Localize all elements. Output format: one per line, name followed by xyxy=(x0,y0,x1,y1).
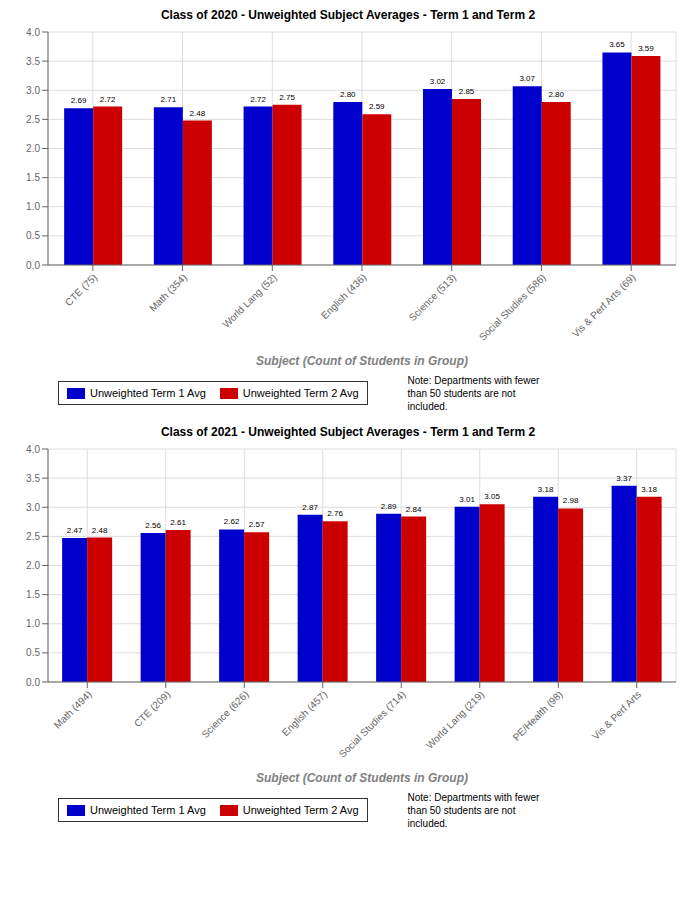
svg-text:Vis & Perf Arts: Vis & Perf Arts xyxy=(590,689,643,742)
svg-text:2.75: 2.75 xyxy=(279,93,295,102)
svg-text:1.5: 1.5 xyxy=(26,589,40,600)
svg-text:Science (626): Science (626) xyxy=(199,689,250,740)
html-text:Note: Departments with fewer: Note: Departments with fewer xyxy=(407,791,540,803)
svg-text:2.5: 2.5 xyxy=(26,531,40,542)
svg-text:2.0: 2.0 xyxy=(26,143,40,154)
svg-text:2.56: 2.56 xyxy=(145,521,161,530)
svg-text:3.18: 3.18 xyxy=(538,485,554,494)
svg-text:World Lang (52): World Lang (52) xyxy=(220,272,278,330)
svg-text:Subject (Count of Students in: Subject (Count of Students in Group) xyxy=(256,354,468,368)
svg-text:3.37: 3.37 xyxy=(616,474,632,483)
svg-text:2.69: 2.69 xyxy=(71,96,87,105)
svg-text:2.48: 2.48 xyxy=(190,109,206,118)
html-text:Note: Departments with fewer: Note: Departments with fewer xyxy=(407,374,540,386)
svg-text:2.59: 2.59 xyxy=(369,102,385,111)
svg-text:Subject (Count of Students in: Subject (Count of Students in Group) xyxy=(256,771,468,785)
html-text:Unweighted Term 2 Avg: Unweighted Term 2 Avg xyxy=(242,804,359,816)
svg-text:3.5: 3.5 xyxy=(26,473,40,484)
svg-text:2.5: 2.5 xyxy=(26,114,40,125)
svg-text:0.0: 0.0 xyxy=(26,677,40,688)
svg-text:2.57: 2.57 xyxy=(249,520,265,529)
svg-text:3.05: 3.05 xyxy=(484,492,500,501)
svg-text:3.07: 3.07 xyxy=(519,74,535,83)
svg-text:2.80: 2.80 xyxy=(548,90,564,99)
svg-text:2.89: 2.89 xyxy=(381,502,397,511)
svg-text:2.72: 2.72 xyxy=(100,95,116,104)
html-text:included.: included. xyxy=(407,400,448,412)
svg-text:World Lang (219): World Lang (219) xyxy=(424,689,486,751)
svg-text:0.5: 0.5 xyxy=(26,230,40,241)
html-text:Class of 2021 - Unweighted Sub: Class of 2021 - Unweighted Subject Avera… xyxy=(160,425,536,439)
html-text:Unweighted Term 1 Avg: Unweighted Term 1 Avg xyxy=(90,804,206,816)
svg-text:Social Studies (714): Social Studies (714) xyxy=(337,689,408,760)
svg-text:1.5: 1.5 xyxy=(26,172,40,183)
svg-text:3.02: 3.02 xyxy=(430,77,446,86)
html-text:Unweighted Term 2 Avg: Unweighted Term 2 Avg xyxy=(242,387,359,399)
svg-text:2.76: 2.76 xyxy=(327,509,343,518)
html-text:than 50 students are not: than 50 students are not xyxy=(407,387,516,399)
svg-text:2.98: 2.98 xyxy=(563,496,579,505)
svg-text:3.18: 3.18 xyxy=(641,485,657,494)
svg-text:English (436): English (436) xyxy=(319,272,368,321)
svg-text:1.0: 1.0 xyxy=(26,618,40,629)
svg-text:4.0: 4.0 xyxy=(26,444,40,455)
svg-text:2.87: 2.87 xyxy=(302,503,318,512)
svg-text:3.5: 3.5 xyxy=(26,56,40,67)
svg-text:Science (513): Science (513) xyxy=(407,272,458,323)
svg-text:Math (354): Math (354) xyxy=(147,272,189,314)
svg-text:0.0: 0.0 xyxy=(26,260,40,271)
svg-text:CTE (75): CTE (75) xyxy=(63,272,99,308)
svg-text:3.01: 3.01 xyxy=(459,495,475,504)
svg-text:2.48: 2.48 xyxy=(92,526,108,535)
html-text:than 50 students are not: than 50 students are not xyxy=(407,804,516,816)
svg-text:PE/Health (98): PE/Health (98) xyxy=(511,689,565,743)
svg-text:3.0: 3.0 xyxy=(26,85,40,96)
svg-text:2.84: 2.84 xyxy=(406,505,422,514)
svg-text:1.0: 1.0 xyxy=(26,201,40,212)
html-text:included.: included. xyxy=(407,817,448,829)
svg-text:3.0: 3.0 xyxy=(26,502,40,513)
svg-text:3.65: 3.65 xyxy=(609,40,625,49)
svg-text:CTE (209): CTE (209) xyxy=(132,689,172,729)
html-text:Unweighted Term 1 Avg: Unweighted Term 1 Avg xyxy=(90,387,206,399)
svg-text:2.47: 2.47 xyxy=(67,526,83,535)
svg-text:2.0: 2.0 xyxy=(26,560,40,571)
svg-text:Vis & Perf Arts (69): Vis & Perf Arts (69) xyxy=(570,272,638,340)
html-text:Class of 2020 - Unweighted Sub: Class of 2020 - Unweighted Subject Avera… xyxy=(160,8,536,22)
svg-text:2.62: 2.62 xyxy=(224,517,240,526)
svg-text:4.0: 4.0 xyxy=(26,27,40,38)
svg-text:2.80: 2.80 xyxy=(340,90,356,99)
svg-text:2.61: 2.61 xyxy=(170,518,186,527)
svg-text:English (457): English (457) xyxy=(280,689,329,738)
svg-text:0.5: 0.5 xyxy=(26,647,40,658)
svg-text:3.59: 3.59 xyxy=(638,44,654,53)
svg-text:Social Studies (586): Social Studies (586) xyxy=(477,272,548,343)
svg-text:2.85: 2.85 xyxy=(459,87,475,96)
svg-text:2.72: 2.72 xyxy=(250,95,266,104)
svg-text:Math (494): Math (494) xyxy=(52,689,94,731)
svg-text:2.71: 2.71 xyxy=(161,95,177,104)
